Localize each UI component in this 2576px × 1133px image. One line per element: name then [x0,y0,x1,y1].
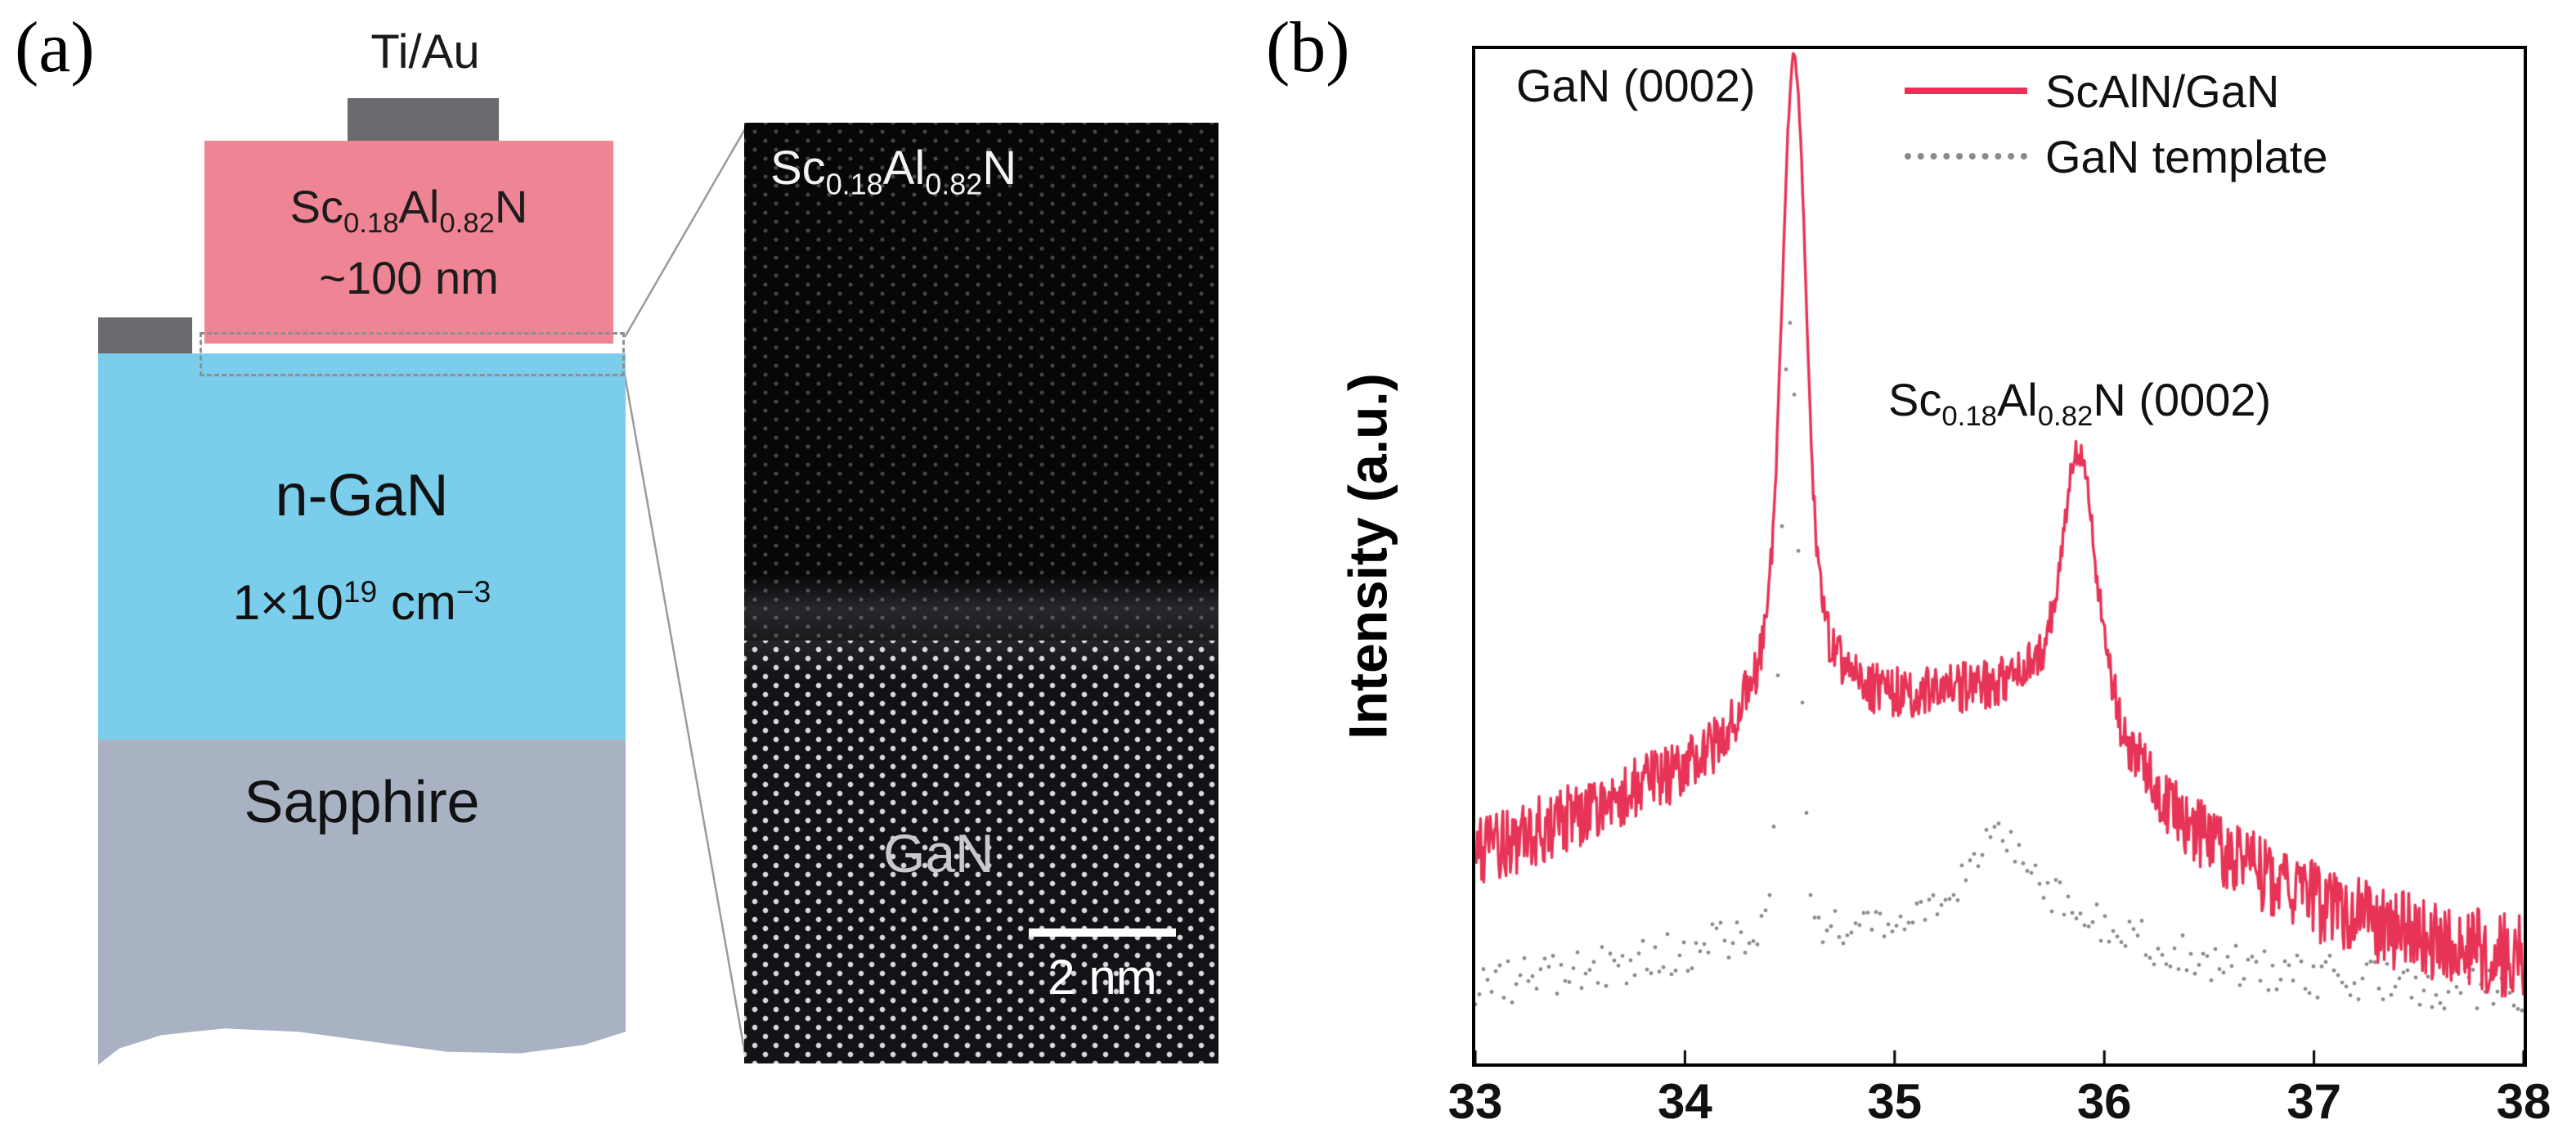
x-tick-label: 35 [1867,1074,1923,1129]
scaln-peak-annotation: Sc0.18Al0.82N (0002) [1888,374,2272,433]
xrd-curves-canvas [1475,49,2524,1063]
interface-roi-dashed-box [200,332,625,376]
ngan-contact-block [98,317,192,353]
y-axis-label: Intensity (a.u.) [1338,373,1398,740]
x-tick-label: 36 [2076,1074,2132,1129]
x-tick-label: 33 [1447,1074,1503,1129]
sapphire-substrate-block: Sapphire [98,740,626,1065]
ngan-layer-block: n-GaN 1×1019 cm−3 [98,353,626,740]
tem-scale-bar-label: 2 nm [1048,950,1157,1005]
x-axis-tick-labels: 33 34 35 36 37 38 [1448,1073,2551,1131]
gan-peak-annotation: GaN (0002) [1516,60,1756,111]
legend-label-gan-template: GaN template [2045,130,2328,182]
panel-b-label: (b) [1266,8,1350,88]
tem-scale-bar [1029,928,1176,937]
x-tick-label: 38 [2496,1074,2551,1129]
legend-solid-line-swatch [1905,88,2027,94]
x-tick-label: 34 [1658,1074,1712,1129]
scaln-layer-label: Sc0.18Al0.82N [289,180,528,240]
tem-interface-band [744,574,1218,678]
tem-micrograph: Sc0.18Al0.82N GaN 2 nm [744,123,1218,1063]
x-tick-label: 37 [2287,1074,2341,1129]
ngan-doping-label: 1×1019 cm−3 [232,574,491,630]
xrd-plot-area: GaN (0002) Sc0.18Al0.82N (0002) ScAlN/Ga… [1472,46,2527,1067]
legend-dotted-line-swatch [1905,153,2027,160]
tem-scaln-label: Sc0.18Al0.82N [770,142,1017,201]
panel-a-label: (a) [15,8,95,88]
tem-gan-label: GaN [883,823,994,883]
tem-gan-lattice-region [744,640,1218,1063]
sapphire-label: Sapphire [244,770,480,835]
legend-item-gan-template: GaN template [1905,131,2328,182]
legend: ScAlN/GaN GaN template [1905,65,2328,182]
ti-au-contact-block [348,98,499,141]
scaln-thickness-label: ~100 nm [319,252,499,304]
scaln-layer-block: Sc0.18Al0.82N ~100 nm [204,141,613,344]
y-axis-label-wrap: Intensity (a.u.) [1323,46,1413,1067]
ngan-layer-label: n-GaN [275,463,449,528]
legend-item-scaln-gan: ScAlN/GaN [1905,65,2328,117]
tem-scaln-lattice-region [744,123,1218,641]
ti-au-contact-label: Ti/Au [370,25,480,79]
legend-label-scaln-gan: ScAlN/GaN [2045,65,2280,117]
